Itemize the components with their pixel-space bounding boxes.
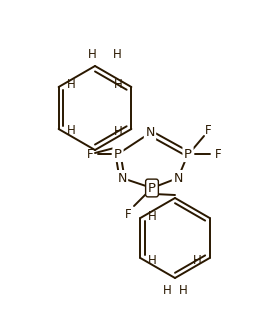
Text: F: F [215, 147, 221, 160]
Text: N: N [173, 171, 183, 185]
Text: F: F [205, 124, 211, 137]
Text: H: H [148, 210, 157, 223]
Text: H: H [114, 79, 123, 92]
Text: H: H [179, 284, 187, 297]
Text: F: F [125, 208, 131, 220]
Text: F: F [87, 147, 93, 160]
Text: N: N [145, 126, 155, 140]
Text: H: H [148, 254, 157, 266]
Text: H: H [113, 48, 121, 61]
Text: H: H [88, 48, 96, 61]
Text: H: H [67, 79, 76, 92]
Text: N: N [117, 171, 127, 185]
Text: H: H [162, 284, 171, 297]
Text: H: H [67, 125, 76, 138]
Text: P: P [114, 147, 122, 160]
Text: H: H [114, 125, 123, 138]
Text: H: H [193, 254, 202, 266]
Text: P: P [184, 147, 192, 160]
Text: P: P [148, 182, 156, 195]
